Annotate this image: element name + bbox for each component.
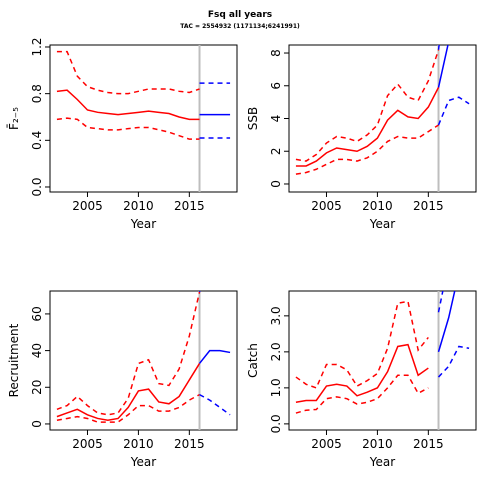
- series-line: [437, 45, 440, 50]
- x-tick-label: 2005: [72, 199, 103, 213]
- x-axis-label: Year: [130, 217, 156, 231]
- y-tick-label: 20: [30, 380, 44, 395]
- x-tick-label: 2010: [123, 437, 154, 451]
- series-line: [198, 291, 201, 293]
- panel: 2005 2010 2015 0 2 4 6 8 Year SSB: [246, 44, 477, 231]
- series-line: [437, 345, 470, 378]
- y-tick-label: 8: [269, 49, 283, 57]
- figure-subtitle: TAC = 2554932 (1171134;6241991): [180, 23, 300, 30]
- series-line: [437, 96, 470, 126]
- y-tick-label: 0: [30, 420, 44, 428]
- series-line: [295, 374, 429, 414]
- series-line: [56, 363, 201, 422]
- series-line: [295, 124, 439, 175]
- x-tick-label: 2005: [72, 437, 103, 451]
- y-tick-label: 1.2: [30, 37, 44, 56]
- y-axis-label: Recruitment: [7, 323, 21, 397]
- series-line: [56, 89, 200, 121]
- series-line: [199, 393, 231, 416]
- y-tick-label: 6: [269, 82, 283, 90]
- x-tick-label: 2005: [311, 199, 342, 213]
- y-tick-label: 0.4: [30, 131, 44, 150]
- x-tick-label: 2005: [311, 437, 342, 451]
- x-tick-label: 2010: [123, 199, 154, 213]
- y-tick-label: 0.0: [30, 177, 44, 196]
- panel: 2005 2010 2015 0 20 40 60 Year Recruitment: [7, 290, 238, 469]
- y-tick-label: 60: [30, 306, 44, 321]
- series-line: [295, 87, 440, 167]
- series-line: [437, 45, 449, 88]
- x-axis-label: Year: [130, 455, 156, 469]
- x-tick-label: 2010: [362, 199, 393, 213]
- plot-frame: [49, 290, 238, 431]
- y-axis-label: F̄₂₋₅: [7, 107, 21, 130]
- y-tick-label: 2.0: [269, 342, 283, 361]
- y-tick-label: 0.8: [30, 84, 44, 103]
- x-tick-label: 2015: [174, 199, 205, 213]
- figure-title: Fsq all years: [208, 10, 272, 20]
- series-line: [56, 291, 201, 416]
- x-tick-label: 2015: [174, 437, 205, 451]
- x-tick-label: 2015: [413, 199, 444, 213]
- y-axis-label: Catch: [246, 343, 260, 378]
- plot-frame: [49, 44, 238, 193]
- y-axis-label: SSB: [246, 107, 260, 130]
- x-tick-label: 2015: [413, 437, 444, 451]
- y-tick-label: 0: [269, 180, 283, 188]
- series-line: [295, 300, 429, 389]
- y-tick-label: 1.0: [269, 378, 283, 397]
- y-tick-label: 40: [30, 343, 44, 358]
- plot-frame: [288, 290, 477, 431]
- series-line: [295, 49, 440, 162]
- series-line: [56, 50, 200, 95]
- y-tick-label: 3.0: [269, 306, 283, 325]
- plot-frame: [288, 44, 477, 193]
- x-axis-label: Year: [369, 217, 395, 231]
- x-axis-label: Year: [369, 455, 395, 469]
- series-line: [56, 393, 200, 423]
- series-line: [56, 117, 200, 140]
- y-tick-label: 4: [269, 115, 283, 123]
- y-tick-label: 0.0: [269, 414, 283, 433]
- series-line: [437, 291, 456, 353]
- panel: 2005 2010 2015 0.0 1.0 2.0 3.0 Year Catch: [246, 290, 477, 469]
- y-tick-label: 2: [269, 147, 283, 155]
- series-line: [295, 343, 429, 404]
- x-tick-label: 2010: [362, 437, 393, 451]
- panel: 2005 2010 2015 0.0 0.4 0.8 1.2 Year F̄₂₋₅: [7, 37, 238, 231]
- series-line: [198, 349, 231, 364]
